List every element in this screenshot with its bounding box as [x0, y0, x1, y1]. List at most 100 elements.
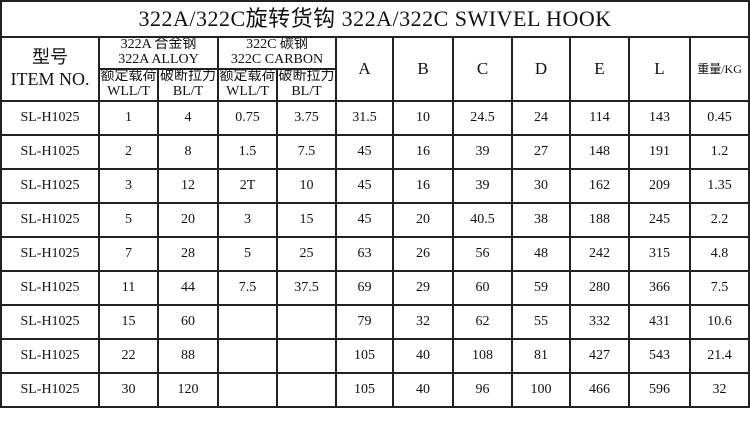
alloy-bl-header: 破断拉力 BL/T	[157, 68, 219, 102]
c-cell: 96	[452, 372, 513, 408]
weight-header: 重量/KG	[688, 36, 750, 102]
alloy-wll-cell: 5	[98, 202, 159, 238]
alloy-wll-cell: 7	[98, 236, 159, 272]
carbon-bl-cell	[276, 304, 337, 340]
alloy-wll-cell: 1	[98, 100, 159, 136]
e-cell: 114	[569, 100, 630, 136]
weight-cell: 0.45	[688, 100, 750, 136]
item-no-cell: SL-H1025	[0, 372, 100, 408]
d-cell: 100	[511, 372, 571, 408]
l-cell: 431	[628, 304, 691, 340]
carbon-wll-cell: 3	[217, 202, 278, 238]
carbon-wll-cell: 5	[217, 236, 278, 272]
carbon-wll-cell: 2T	[217, 168, 278, 204]
c-cell: 56	[452, 236, 513, 272]
e-cell: 242	[569, 236, 630, 272]
item-no-cell: SL-H1025	[0, 270, 100, 306]
a-cell: 45	[335, 202, 394, 238]
table-title: 322A/322C旋转货钩 322A/322C SWIVEL HOOK	[0, 0, 750, 38]
carbon-wll-header: 额定载荷 WLL/T	[217, 68, 278, 102]
alloy-bl-cell: 88	[157, 338, 219, 374]
l-cell: 366	[628, 270, 691, 306]
carbon-bl-cell: 37.5	[276, 270, 337, 306]
alloy-bl-cell: 120	[157, 372, 219, 408]
d-cell: 38	[511, 202, 571, 238]
table-row: SL-H1025 3 12 2T 10 45 16 39 30 162 209 1.35	[0, 168, 750, 204]
item-no-cell: SL-H1025	[0, 202, 100, 238]
d-cell: 24	[511, 100, 571, 136]
table-row: SL-H1025 2 8 1.5 7.5 45 16 39 27 148 191 1.2	[0, 134, 750, 170]
alloy-wll-cell: 11	[98, 270, 159, 306]
col-a-header: A	[335, 36, 394, 102]
b-cell: 16	[392, 168, 454, 204]
alloy-wll-cell: 2	[98, 134, 159, 170]
col-e-header: E	[569, 36, 630, 102]
d-cell: 55	[511, 304, 571, 340]
item-no-header: 型号 ITEM NO.	[0, 36, 100, 102]
carbon-bl-header: 破断拉力 BL/T	[276, 68, 337, 102]
weight-cell: 10.6	[688, 304, 750, 340]
d-cell: 30	[511, 168, 571, 204]
e-cell: 148	[569, 134, 630, 170]
a-cell: 79	[335, 304, 394, 340]
a-cell: 105	[335, 338, 394, 374]
e-cell: 162	[569, 168, 630, 204]
item-no-cell: SL-H1025	[0, 100, 100, 136]
a-cell: 69	[335, 270, 394, 306]
weight-cell: 2.2	[688, 202, 750, 238]
col-l-header: L	[628, 36, 691, 102]
c-cell: 24.5	[452, 100, 513, 136]
b-cell: 20	[392, 202, 454, 238]
alloy-bl-cell: 8	[157, 134, 219, 170]
table-row: SL-H1025 15 60 79 32 62 55 332 431 10.6	[0, 304, 750, 340]
carbon-wll-cell: 1.5	[217, 134, 278, 170]
col-c-header: C	[452, 36, 513, 102]
alloy-bl-cell: 20	[157, 202, 219, 238]
weight-cell: 1.2	[688, 134, 750, 170]
item-no-cell: SL-H1025	[0, 134, 100, 170]
c-cell: 39	[452, 134, 513, 170]
alloy-wll-cell: 30	[98, 372, 159, 408]
col-d-header: D	[511, 36, 571, 102]
carbon-bl-cell	[276, 338, 337, 374]
b-cell: 40	[392, 372, 454, 408]
l-cell: 596	[628, 372, 691, 408]
l-cell: 209	[628, 168, 691, 204]
l-cell: 543	[628, 338, 691, 374]
item-no-cell: SL-H1025	[0, 168, 100, 204]
item-no-cell: SL-H1025	[0, 236, 100, 272]
item-no-cell: SL-H1025	[0, 338, 100, 374]
carbon-wll-cell: 0.75	[217, 100, 278, 136]
e-cell: 188	[569, 202, 630, 238]
a-cell: 63	[335, 236, 394, 272]
l-cell: 191	[628, 134, 691, 170]
alloy-bl-cell: 28	[157, 236, 219, 272]
a-cell: 45	[335, 168, 394, 204]
c-cell: 40.5	[452, 202, 513, 238]
table-row: SL-H1025 11 44 7.5 37.5 69 29 60 59 280 366 7.5	[0, 270, 750, 306]
alloy-bl-cell: 4	[157, 100, 219, 136]
l-cell: 143	[628, 100, 691, 136]
carbon-wll-cell: 7.5	[217, 270, 278, 306]
b-cell: 32	[392, 304, 454, 340]
carbon-bl-cell: 15	[276, 202, 337, 238]
carbon-bl-cell: 7.5	[276, 134, 337, 170]
l-cell: 315	[628, 236, 691, 272]
alloy-wll-header: 额定载荷 WLL/T	[98, 68, 159, 102]
weight-cell: 32	[688, 372, 750, 408]
b-cell: 26	[392, 236, 454, 272]
carbon-bl-cell: 10	[276, 168, 337, 204]
alloy-bl-cell: 12	[157, 168, 219, 204]
table-row: SL-H1025 7 28 5 25 63 26 56 48 242 315 4.8	[0, 236, 750, 272]
swivel-hook-spec-table: 322A/322C旋转货钩 322A/322C SWIVEL HOOK 型号 IT…	[0, 0, 750, 408]
table-row: SL-H1025 5 20 3 15 45 20 40.5 38 188 245 2.2	[0, 202, 750, 238]
c-cell: 39	[452, 168, 513, 204]
b-cell: 29	[392, 270, 454, 306]
alloy-bl-cell: 44	[157, 270, 219, 306]
item-no-cell: SL-H1025	[0, 304, 100, 340]
table-row: SL-H1025 22 88 105 40 108 81 427 543 21.4	[0, 338, 750, 374]
c-cell: 62	[452, 304, 513, 340]
d-cell: 59	[511, 270, 571, 306]
weight-cell: 4.8	[688, 236, 750, 272]
b-cell: 16	[392, 134, 454, 170]
